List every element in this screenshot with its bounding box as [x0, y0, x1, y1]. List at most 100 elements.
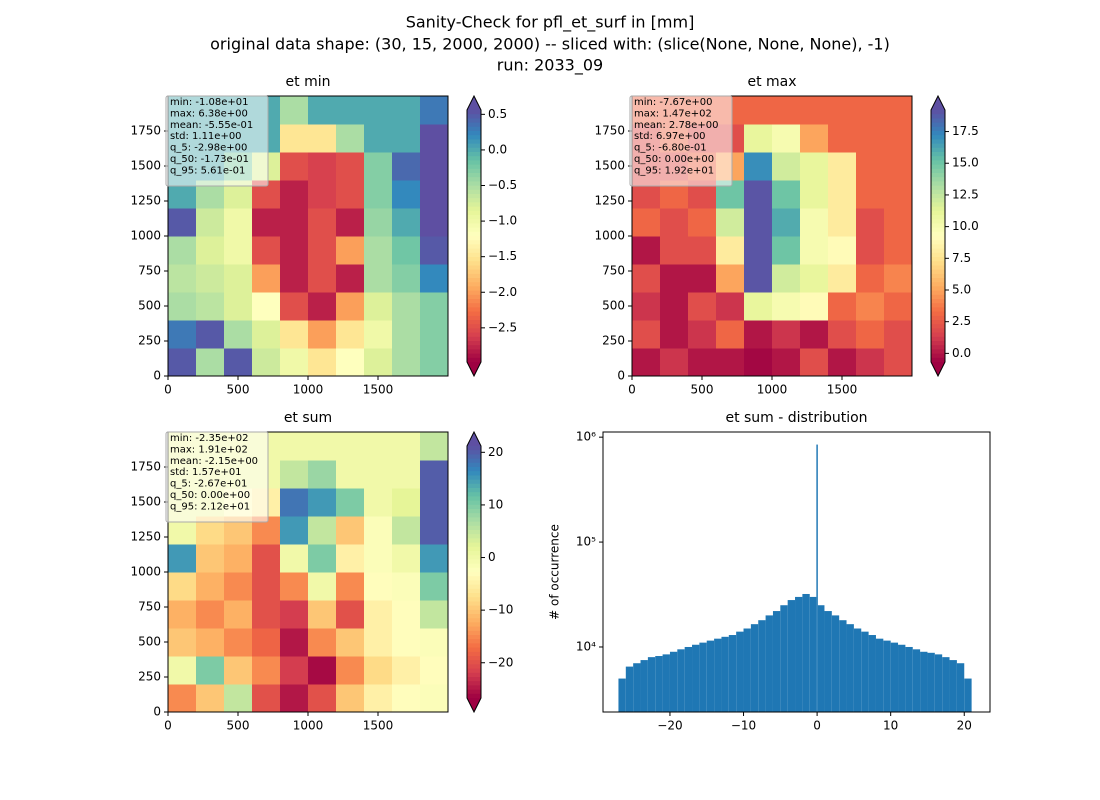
colorbar-segment: [931, 215, 945, 220]
heatmap-cell: [420, 460, 449, 489]
stats-line: max: 1.47e+02: [634, 108, 712, 119]
heatmap-cell: [308, 544, 337, 573]
colorbar-segment: [467, 244, 481, 250]
colorbar-segment: [931, 160, 945, 166]
heatmap-cell: [856, 348, 885, 377]
heatmap-cell: [280, 320, 309, 349]
histogram-bar: [868, 635, 876, 712]
heatmap-cell: [392, 320, 421, 349]
figure-run: run: 2033_09: [497, 56, 603, 76]
heatmap-cell: [308, 460, 337, 489]
colorbar-segment: [467, 458, 481, 464]
heatmap-cell: [392, 432, 421, 461]
heatmap-cell: [392, 684, 421, 713]
colorbar-segment: [931, 252, 945, 258]
heatmap-cell: [252, 544, 281, 573]
colorbar-segment: [467, 294, 481, 300]
colorbar-segment: [467, 668, 481, 674]
heatmap-cell: [420, 488, 449, 517]
y-tick-label: 1250: [130, 530, 161, 544]
heatmap-cell: [632, 320, 661, 349]
axes-title: et min: [286, 74, 331, 90]
histogram-bar: [920, 651, 928, 712]
colorbar-segment: [467, 135, 481, 140]
colorbar-tick-label: 15.0: [952, 156, 979, 170]
stats-line: min: -7.67e+00: [634, 97, 713, 108]
colorbar-segment: [467, 290, 481, 296]
heatmap-cell: [392, 516, 421, 545]
axes-frame: [602, 431, 991, 713]
histogram-bar: [964, 678, 972, 712]
colorbar-segment: [467, 488, 481, 493]
heatmap-cell: [828, 264, 857, 293]
colorbar-segment: [467, 328, 481, 334]
colorbar-segment: [931, 210, 945, 216]
stats-line: q_5: -2.67e+01: [170, 479, 247, 490]
stats-line: max: 1.91e+02: [170, 444, 248, 455]
y-tick-label: 0: [617, 369, 625, 383]
colorbar-segment: [931, 223, 945, 229]
heatmap-cell: [772, 124, 801, 153]
heatmap-cell: [420, 96, 449, 125]
colorbar-segment: [931, 126, 945, 132]
colorbar-segment: [467, 446, 481, 451]
colorbar-segment: [467, 257, 481, 262]
heatmap-cell: [168, 656, 197, 685]
colorbar-segment: [931, 248, 945, 254]
heatmap-cell: [828, 208, 857, 237]
colorbar-extend-bottom: [467, 698, 481, 712]
heatmap-cell: [280, 656, 309, 685]
stats-line: q_95: 5.61e-01: [170, 165, 245, 176]
colorbar-tick-label: 0.0: [488, 142, 507, 156]
heatmap-cell: [280, 152, 309, 181]
colorbar-segment: [931, 177, 945, 182]
colorbar-tick-label: −2.0: [488, 285, 517, 299]
heatmap-cell: [392, 96, 421, 125]
stats-line: mean: -5.55e-01: [170, 120, 253, 131]
colorbar-segment: [467, 353, 481, 359]
histogram-bar: [890, 642, 899, 712]
colorbar-segment: [467, 479, 481, 485]
histogram-bar: [942, 657, 950, 712]
colorbar-segment: [467, 500, 481, 506]
histogram-bar: [853, 628, 862, 712]
colorbar-segment: [467, 534, 481, 539]
y-tick-label: 0: [153, 369, 161, 383]
colorbar-segment: [467, 324, 481, 329]
heatmap-cell: [688, 320, 717, 349]
histogram-bar: [706, 640, 715, 712]
colorbar-segment: [467, 152, 481, 157]
heatmap-cell: [772, 208, 801, 237]
heatmap-cell: [224, 628, 253, 657]
heatmap-cell: [196, 684, 225, 713]
histogram-bar: [655, 656, 663, 712]
figure-title: Sanity-Check for pfl_et_surf in [mm]: [406, 13, 695, 33]
colorbar-segment: [931, 164, 945, 170]
heatmap-cell: [280, 516, 309, 545]
colorbar-segment: [931, 143, 945, 149]
heatmap-cell: [280, 460, 309, 489]
heatmap-cell: [420, 572, 449, 601]
colorbar-segment: [467, 555, 481, 560]
heatmap-cell: [420, 320, 449, 349]
heatmap-cell: [280, 684, 309, 713]
colorbar-segment: [931, 336, 945, 342]
heatmap-cell: [744, 152, 773, 181]
colorbar-segment: [931, 198, 945, 203]
colorbar-segment: [467, 282, 481, 287]
heatmap-cell: [336, 236, 365, 265]
colorbar-tick-label: 10: [488, 497, 503, 511]
colorbar-segment: [467, 677, 481, 682]
colorbar-segment: [467, 475, 481, 481]
histogram-bar: [684, 646, 693, 712]
x-tick-label: 0: [164, 383, 172, 397]
heatmap-cell: [196, 572, 225, 601]
heatmap-cell: [336, 488, 365, 517]
colorbar-segment: [467, 647, 481, 653]
heatmap-cell: [336, 292, 365, 321]
colorbar-segment: [931, 269, 945, 275]
y-tick-label: 500: [602, 299, 625, 313]
heatmap-cell: [196, 320, 225, 349]
heatmap-cell: [800, 208, 829, 237]
heatmap-cell: [772, 180, 801, 209]
